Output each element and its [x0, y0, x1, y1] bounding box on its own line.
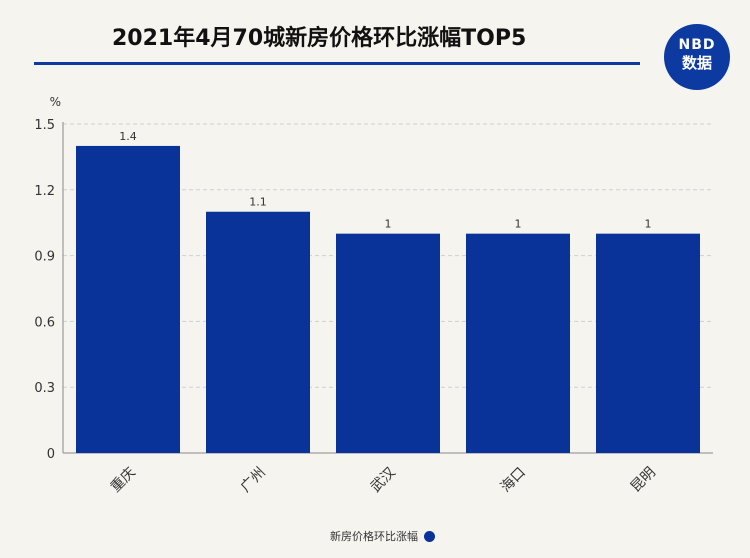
y-tick-label: 1.5 — [34, 118, 55, 133]
x-tick-label: 武汉 — [368, 465, 399, 496]
legend-label: 新房价格环比涨幅 — [330, 530, 418, 543]
badge-brand: NBD — [678, 37, 716, 53]
bar-value-label: 1.1 — [249, 196, 267, 209]
bar-value-label: 1 — [515, 218, 522, 231]
nbd-logo-badge: NBD 数据 — [664, 24, 730, 90]
y-tick-label: 0 — [47, 447, 55, 462]
badge-label: 数据 — [681, 54, 712, 72]
x-tick-label: 重庆 — [108, 465, 139, 496]
bar — [336, 233, 440, 453]
bar-value-label: 1 — [385, 218, 392, 231]
bar — [76, 145, 180, 453]
bar — [596, 233, 700, 453]
bar — [466, 233, 570, 453]
x-tick-label: 海口 — [498, 465, 529, 496]
legend-swatch — [424, 530, 435, 542]
y-axis-unit-label: % — [50, 95, 61, 109]
bar-value-label: 1 — [645, 218, 652, 231]
x-tick-label: 昆明 — [628, 465, 659, 496]
chart-legend: 新房价格环比涨幅 — [330, 528, 435, 544]
y-tick-label: 0.6 — [34, 315, 55, 330]
bar-value-label: 1.4 — [119, 130, 137, 143]
bar — [206, 211, 310, 453]
x-tick-label: 广州 — [238, 465, 269, 496]
y-tick-label: 0.3 — [34, 381, 55, 396]
y-tick-label: 1.2 — [34, 184, 55, 199]
title-underline — [34, 62, 640, 65]
chart-title: 2021年4月70城新房价格环比涨幅TOP5 — [112, 26, 527, 51]
y-tick-label: 0.9 — [34, 250, 55, 265]
